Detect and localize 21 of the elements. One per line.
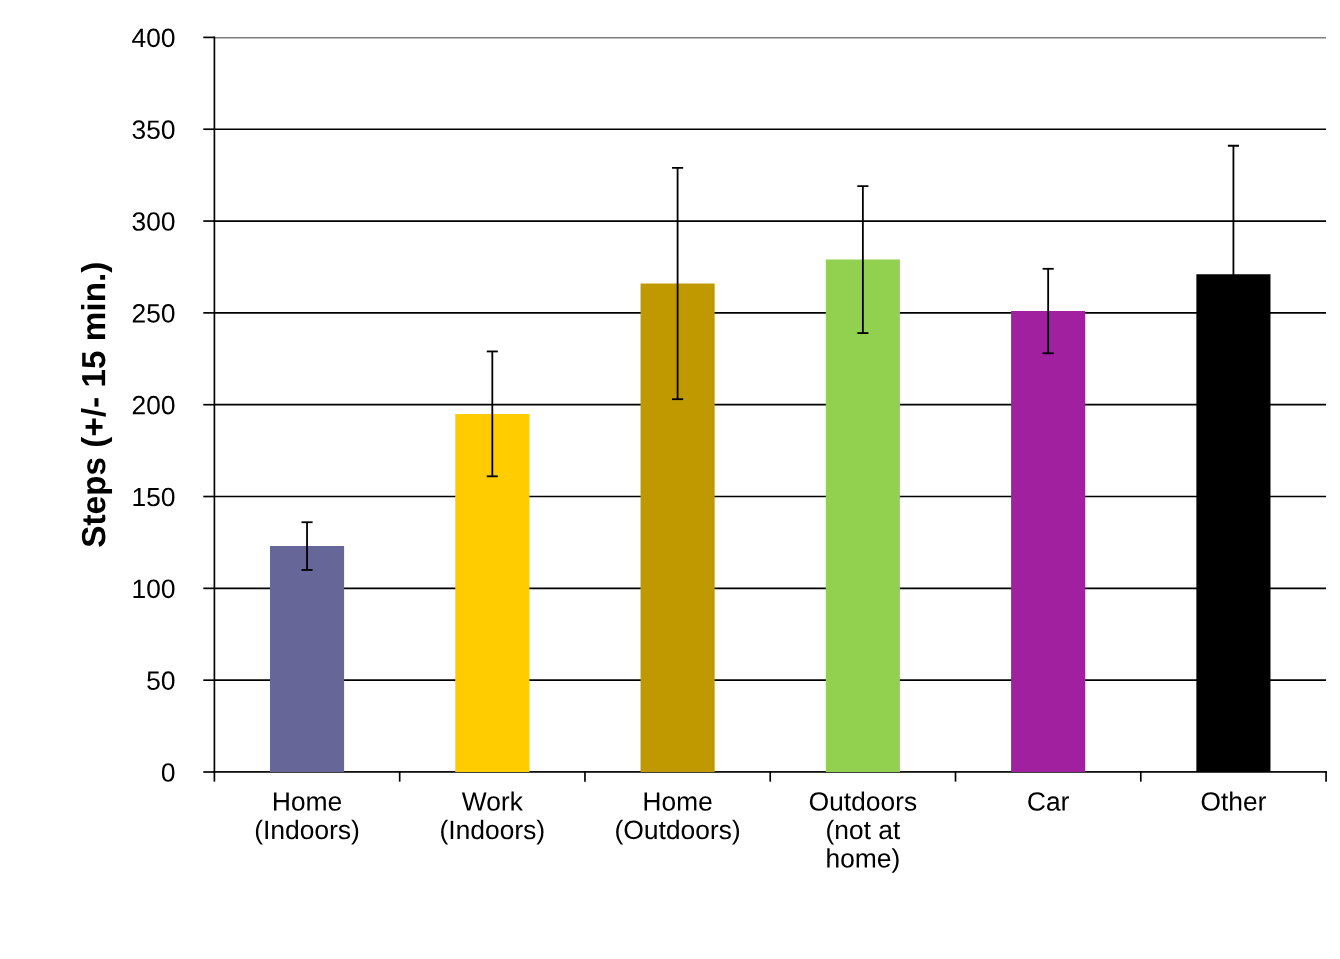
x-tick-label: Home (Indoors) — [255, 792, 359, 845]
y-tick-label: 150 — [133, 487, 175, 507]
y-tick-label: 0 — [161, 763, 175, 782]
bar — [269, 546, 345, 772]
bar — [640, 283, 715, 772]
x-tick-label: Other — [1201, 791, 1266, 811]
y-tick-label: 250 — [132, 304, 175, 323]
y-tick-label: 300 — [132, 212, 175, 231]
x-tick-label: Home (Outdoors) — [616, 792, 740, 845]
x-tick-label: Work (Indoors) — [441, 791, 544, 845]
x-tick-label: Outdoors (not at home) — [809, 791, 917, 873]
bar — [1011, 311, 1086, 772]
y-tick-label: 100 — [133, 579, 175, 599]
y-axis-title: Steps (+/- 15 min.) — [80, 263, 113, 547]
bar — [825, 259, 900, 772]
bar — [455, 413, 530, 772]
y-tick-label: 50 — [147, 671, 175, 690]
y-tick-label: 350 — [132, 120, 175, 140]
y-tick-label: 200 — [132, 395, 175, 415]
x-tick-label: Car — [1028, 792, 1069, 811]
y-tick-label: 400 — [132, 28, 175, 48]
